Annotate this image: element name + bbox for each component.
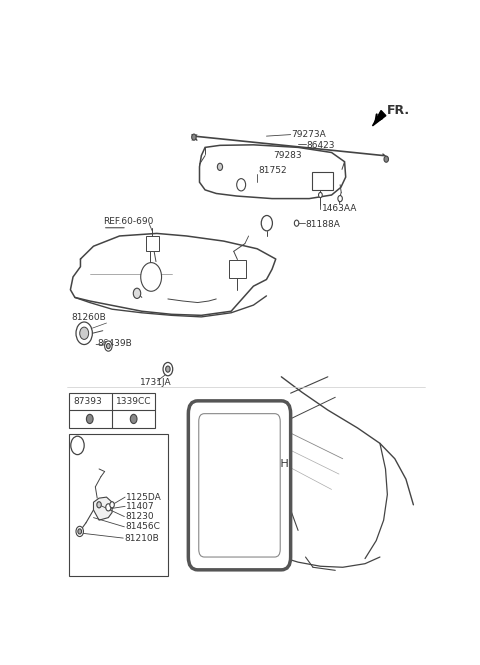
- Circle shape: [71, 436, 84, 455]
- Circle shape: [141, 263, 162, 291]
- FancyBboxPatch shape: [188, 401, 290, 570]
- Polygon shape: [94, 497, 112, 520]
- Circle shape: [319, 192, 322, 198]
- Circle shape: [338, 196, 342, 201]
- Circle shape: [86, 414, 93, 424]
- Bar: [69, 393, 155, 428]
- Text: a: a: [74, 440, 81, 450]
- Circle shape: [133, 288, 141, 299]
- Polygon shape: [200, 145, 346, 199]
- Circle shape: [110, 501, 114, 508]
- Text: 79283: 79283: [273, 150, 301, 160]
- Text: a: a: [264, 219, 270, 227]
- Text: 81752: 81752: [258, 166, 287, 176]
- Circle shape: [261, 215, 273, 231]
- Circle shape: [130, 414, 137, 424]
- Circle shape: [76, 322, 92, 344]
- Circle shape: [80, 327, 89, 339]
- Circle shape: [192, 134, 196, 140]
- Circle shape: [237, 179, 246, 191]
- Circle shape: [163, 362, 173, 376]
- Text: 87321H: 87321H: [245, 459, 288, 469]
- Bar: [145, 236, 159, 251]
- Text: 81456C: 81456C: [125, 522, 160, 531]
- Circle shape: [97, 501, 101, 508]
- Circle shape: [76, 526, 84, 537]
- Circle shape: [107, 344, 110, 348]
- Circle shape: [217, 164, 223, 170]
- Bar: [312, 172, 333, 190]
- Text: 81260B: 81260B: [71, 313, 106, 323]
- Text: REF.60-690: REF.60-690: [103, 217, 153, 226]
- Text: 1731JA: 1731JA: [140, 378, 172, 388]
- Text: 86439B: 86439B: [97, 339, 132, 348]
- Text: b: b: [239, 180, 244, 190]
- Text: 81230: 81230: [125, 512, 154, 521]
- Text: 81188A: 81188A: [305, 219, 340, 229]
- Text: 87393: 87393: [74, 397, 103, 406]
- Text: 1125DA: 1125DA: [126, 493, 162, 501]
- Text: FR.: FR.: [387, 104, 410, 117]
- FancyBboxPatch shape: [199, 414, 280, 557]
- Text: 79273A: 79273A: [291, 130, 326, 139]
- Circle shape: [106, 504, 111, 511]
- Text: 86423: 86423: [306, 141, 335, 150]
- Text: 81210B: 81210B: [124, 533, 159, 543]
- Circle shape: [166, 366, 170, 372]
- Circle shape: [384, 156, 388, 162]
- Circle shape: [105, 341, 112, 351]
- Text: 1339CC: 1339CC: [116, 397, 151, 406]
- Polygon shape: [372, 110, 386, 126]
- Circle shape: [78, 529, 82, 534]
- Bar: [229, 259, 246, 278]
- Bar: [69, 434, 168, 577]
- Text: 1463AA: 1463AA: [322, 204, 357, 213]
- Text: 11407: 11407: [126, 502, 155, 511]
- Circle shape: [294, 220, 299, 226]
